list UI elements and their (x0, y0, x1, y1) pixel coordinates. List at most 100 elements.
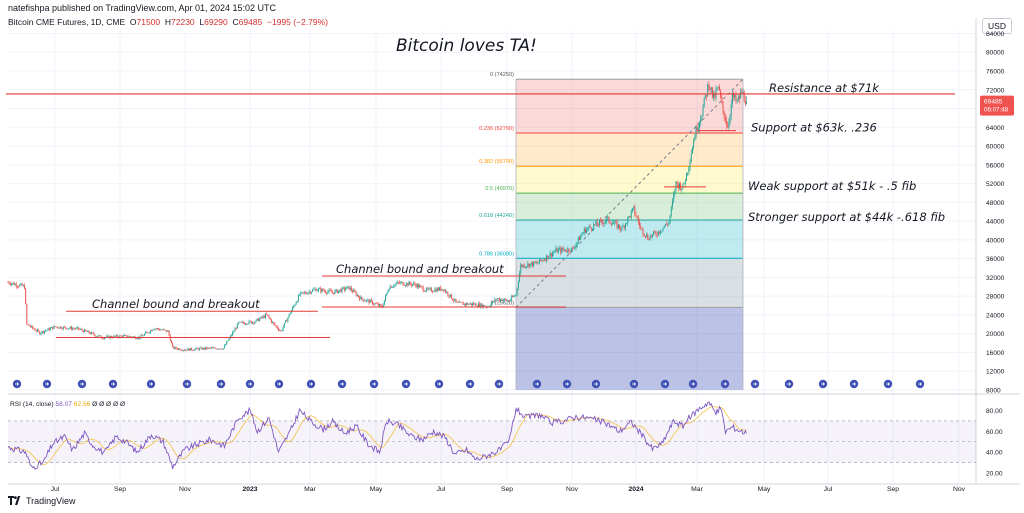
candle-body (85, 329, 87, 331)
candle-body (718, 86, 720, 91)
candle-body (681, 188, 683, 190)
event-markers[interactable] (12, 379, 925, 389)
candle-body (375, 303, 377, 305)
candle-body (81, 329, 83, 331)
candle-body (436, 288, 438, 292)
price-tick-label: 72000 (986, 87, 1005, 94)
candle-body (729, 115, 731, 122)
candle-body (51, 327, 53, 329)
symbol-legend[interactable]: Bitcoin CME Futures, 1D, CME O71500 H722… (8, 17, 328, 27)
fib-level-label-0.618: 0.618 (44240) (479, 213, 514, 219)
channel-1-annotation: Channel bound and breakout (92, 297, 260, 311)
candle-body (650, 235, 652, 237)
candle-body (276, 326, 278, 329)
candle-body (686, 172, 688, 181)
candle-body (89, 333, 91, 335)
candle-body (158, 328, 160, 330)
candle-body (544, 259, 546, 261)
time-tick-label: Mar (304, 486, 316, 493)
candle-body (574, 247, 576, 249)
candle-body (735, 94, 737, 101)
time-tick-label: 2023 (242, 486, 257, 493)
candle-body (594, 224, 596, 225)
candle-body (553, 252, 555, 254)
candle-body (531, 262, 533, 267)
price-tick-label: 80000 (986, 50, 1005, 57)
rsi-tick-label: 40.00 (986, 450, 1003, 457)
candle-body (649, 235, 651, 240)
symbol-name[interactable]: Bitcoin CME Futures, 1D, CME (8, 17, 126, 27)
candle-body (636, 216, 638, 218)
candle-body (181, 350, 183, 351)
candle-body (563, 249, 565, 251)
candle-body (443, 289, 445, 291)
candle-body (329, 289, 331, 291)
candle-body (722, 101, 724, 111)
footer-brand[interactable]: TradingView (8, 496, 76, 506)
candle-body (267, 314, 269, 316)
fib-zone-1 (516, 307, 743, 390)
candle-body (327, 291, 329, 294)
candle-body (529, 263, 531, 268)
candle-body (442, 289, 444, 291)
candle-body (611, 223, 613, 225)
candle-body (123, 335, 125, 336)
candle-body (370, 299, 372, 301)
candle-body (22, 285, 24, 286)
rsi-tick-label: 80.00 (986, 408, 1003, 415)
currency-button[interactable]: USD (982, 18, 1012, 34)
candle-body (257, 318, 259, 322)
time-tick-label: Jul (51, 486, 60, 493)
candle-body (341, 287, 343, 293)
candle-body (58, 327, 60, 329)
trend-lines[interactable] (6, 93, 955, 338)
candle-body (414, 283, 416, 285)
candle-body (201, 347, 203, 350)
time-axis[interactable]: Jul Sep Nov 2023 Mar May Jul Sep Nov 2024 Mar May Ju… (51, 486, 966, 493)
candle-body (163, 329, 165, 331)
candle-body (617, 224, 619, 229)
candle-body (366, 299, 368, 302)
candle-body (504, 298, 506, 300)
candle-body (88, 330, 90, 334)
candle-body (413, 283, 415, 285)
low-value: 69290 (204, 17, 228, 27)
candle-body (517, 281, 519, 289)
candle-body (186, 349, 188, 351)
candle-body (562, 248, 564, 250)
candle-body (456, 301, 458, 303)
candle-body (716, 88, 718, 91)
candle-body (326, 292, 328, 294)
candle-body (549, 253, 551, 257)
price-axis[interactable]: 8000 12000 16000 20000 24000 28000 32000 36000 4… (980, 31, 1014, 395)
fibonacci-retracement[interactable]: 0 (74250) 0.236 (62790) 0.382 (55700) 0.5 (… (479, 72, 744, 390)
candle-body (510, 296, 512, 301)
candle-body (381, 305, 383, 308)
candle-body (693, 140, 695, 149)
candle-body (731, 92, 733, 104)
candle-body (160, 329, 162, 331)
candle-body (706, 95, 708, 97)
candle-body (441, 289, 443, 291)
candle-body (194, 348, 196, 351)
candle-body (561, 248, 563, 253)
candle-body (614, 221, 616, 224)
rsi-pane[interactable]: 20.00 40.00 60.00 80.00 RSI (14, close) 58.0… (7, 401, 1003, 478)
candle-body (293, 305, 295, 308)
candle-body (606, 218, 608, 222)
candle-body (110, 336, 112, 338)
candle-body (493, 301, 495, 302)
channel-2-annotation: Channel bound and breakout (336, 262, 504, 276)
price-change: −1995 (−2.79%) (267, 17, 328, 27)
candle-body (708, 84, 710, 89)
candle-body (410, 284, 412, 286)
candle-body (447, 291, 449, 296)
candle-body (624, 223, 626, 229)
candle-body (644, 235, 646, 237)
candle-body (379, 304, 381, 306)
candle-body (417, 284, 419, 288)
candle-body (66, 328, 68, 330)
candle-body (316, 290, 318, 292)
candle-body (512, 296, 514, 298)
